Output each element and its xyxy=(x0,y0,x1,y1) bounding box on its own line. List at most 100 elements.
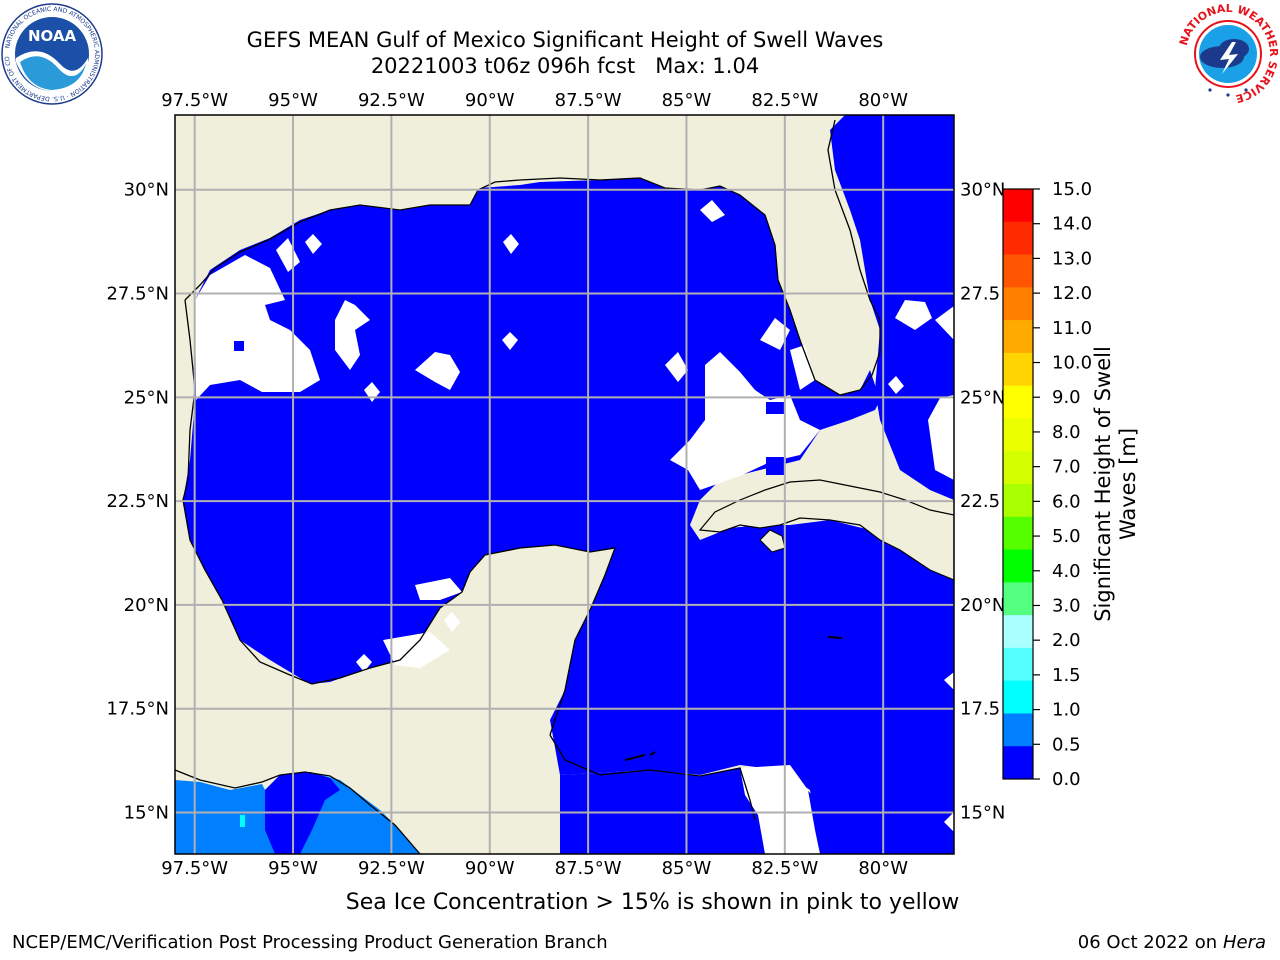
chart-title: GEFS MEAN Gulf of Mexico Significant Hei… xyxy=(0,27,1130,79)
colorbar-label-line1: Significant Height of Swell xyxy=(1091,346,1115,622)
noaa-logo-icon: NATIONAL OCEANIC AND ATMOSPHERIC ADMINIS… xyxy=(0,2,103,105)
colorbar-tick-label: 15.0 xyxy=(1052,180,1092,200)
lat-label-right: 22.5 xyxy=(960,491,1000,512)
colorbar-cell xyxy=(1003,516,1033,551)
colorbar-frame xyxy=(1002,188,1034,780)
small-blue-cell xyxy=(234,341,244,351)
lon-label: 80°W xyxy=(858,858,908,879)
colorbar-cell xyxy=(1003,352,1033,387)
lat-label-right: 17.5 xyxy=(960,699,1000,720)
lat-label-right: 15°N xyxy=(960,802,1005,823)
colorbar-tick-label: 4.0 xyxy=(1052,561,1081,582)
colorbar-tick-label: 1.0 xyxy=(1052,700,1081,721)
colorbar-tick-label: 3.0 xyxy=(1052,595,1081,616)
lon-label: 92.5°W xyxy=(358,858,425,879)
colorbar-tick-label: 14.0 xyxy=(1052,214,1092,235)
colorbar-cells xyxy=(1003,189,1033,780)
lon-label: 90°W xyxy=(465,90,515,111)
lat-label: 15°N xyxy=(124,802,169,823)
island-marker xyxy=(827,636,843,639)
colorbar-tick-label: 11.0 xyxy=(1052,318,1092,339)
lat-label: 27.5°N xyxy=(106,284,169,305)
colorbar-cell xyxy=(1003,189,1033,223)
lon-label: 90°W xyxy=(465,858,515,879)
lon-label: 85°W xyxy=(662,858,712,879)
colorbar-cell xyxy=(1003,549,1033,583)
lon-label: 92.5°W xyxy=(358,90,425,111)
lat-label-right: 27.5 xyxy=(960,284,1000,305)
lon-label: 97.5°W xyxy=(161,858,228,879)
ice-note: Sea Ice Concentration > 15% is shown in … xyxy=(345,890,960,915)
lat-label-right: 30°N xyxy=(960,180,1005,201)
latitude-gridlines xyxy=(175,188,954,814)
colorbar-tick-label: 10.0 xyxy=(1052,353,1092,374)
colorbar-cell xyxy=(1003,615,1033,649)
map-frame xyxy=(174,114,955,855)
colorbar-cell xyxy=(1003,385,1033,419)
lon-label: 85°W xyxy=(662,90,712,111)
colorbar-tick-label: 8.0 xyxy=(1052,422,1081,443)
footer-branch: NCEP/EMC/Verification Post Processing Pr… xyxy=(12,932,608,953)
lon-label: 87.5°W xyxy=(555,858,622,879)
colorbar-cell xyxy=(1003,582,1033,616)
colorbar-cell xyxy=(1003,713,1033,747)
colorbar-label-line2: Waves [m] xyxy=(1116,428,1140,540)
lat-label-right: 20°N xyxy=(960,595,1005,616)
lon-labels-top: 97.5°W 95°W 92.5°W 90°W 87.5°W 85°W 82.5°W 80°W xyxy=(161,90,908,111)
colorbar-cell xyxy=(1003,647,1033,682)
colorbar-tick-label: 9.0 xyxy=(1052,387,1081,408)
colorbar-tick-label: 5.0 xyxy=(1052,526,1081,547)
footer-date: 06 Oct 2022 on Hera xyxy=(1078,932,1266,953)
title-line-1: GEFS MEAN Gulf of Mexico Significant Hei… xyxy=(246,28,884,52)
title-line-2: 20221003 t06z 096h fcst Max: 1.04 xyxy=(0,53,1130,79)
lat-label: 22.5°N xyxy=(106,491,169,512)
colorbar-cell xyxy=(1003,254,1033,288)
nws-logo-icon: NATIONAL WEATHER SERVICE xyxy=(1177,2,1280,105)
colorbar-tick-label: 6.0 xyxy=(1052,491,1081,512)
colorbar-cell xyxy=(1003,746,1033,780)
colorbar-cell xyxy=(1003,451,1033,485)
max-value: Max: 1.04 xyxy=(655,54,760,78)
colorbar-cell xyxy=(1003,680,1033,714)
colorbar-cell xyxy=(1003,484,1033,518)
lat-label: 20°N xyxy=(124,595,169,616)
cuba-land xyxy=(698,479,954,581)
lat-label: 25°N xyxy=(124,387,169,408)
small-blue-cell xyxy=(766,457,784,475)
lat-label-right: 25°N xyxy=(960,387,1005,408)
map-plot-area xyxy=(175,115,954,854)
colorbar-cell xyxy=(1003,320,1033,354)
no-data-patches xyxy=(195,200,954,854)
colorbar-tick-label: 1.5 xyxy=(1052,665,1081,686)
lon-label: 82.5°W xyxy=(751,858,818,879)
lat-label: 17.5°N xyxy=(106,699,169,720)
gulf-water xyxy=(183,178,954,854)
island-marker xyxy=(624,751,656,761)
lat-labels-left: 30°N 27.5°N 25°N 22.5°N 20°N 17.5°N 15°N xyxy=(106,180,169,824)
isle-of-youth xyxy=(759,529,786,553)
colorbar-cell xyxy=(1003,221,1033,256)
colorbar-tick-label: 2.0 xyxy=(1052,630,1081,651)
lon-label: 87.5°W xyxy=(555,90,622,111)
noaa-logo-text: NOAA xyxy=(28,27,77,45)
colorbar-tick-label: 7.0 xyxy=(1052,457,1081,478)
colorbar-cell xyxy=(1003,418,1033,452)
colorbar-tick-label: 0.5 xyxy=(1052,734,1081,755)
colorbar-tick-label: 0.0 xyxy=(1052,769,1081,790)
lon-label: 95°W xyxy=(268,90,318,111)
colorbar-ticks: 15.0 14.0 13.0 12.0 11.0 10.0 9.0 8.0 7.0 6.0 5.0 4… xyxy=(1033,180,1092,790)
forecast-date: 20221003 t06z 096h fcst xyxy=(370,54,636,78)
small-blue-cell xyxy=(766,402,784,414)
colorbar: 15.0 14.0 13.0 12.0 11.0 10.0 9.0 8.0 7.0 6.0 5.0 4… xyxy=(1002,180,1140,790)
lat-labels-right: 30°N 27.5 25°N 22.5 20°N 17.5 15°N xyxy=(960,180,1005,824)
lon-label: 97.5°W xyxy=(161,90,228,111)
colorbar-cell xyxy=(1003,287,1033,321)
lon-label: 82.5°W xyxy=(751,90,818,111)
colorbar-tick-label: 13.0 xyxy=(1052,248,1092,269)
footer-host: Hera xyxy=(1222,932,1266,953)
footer-date-text: 06 Oct 2022 on xyxy=(1077,932,1218,953)
longitude-gridlines xyxy=(193,115,885,854)
pacific-cyan-cell xyxy=(240,815,245,827)
lon-label: 80°W xyxy=(858,90,908,111)
